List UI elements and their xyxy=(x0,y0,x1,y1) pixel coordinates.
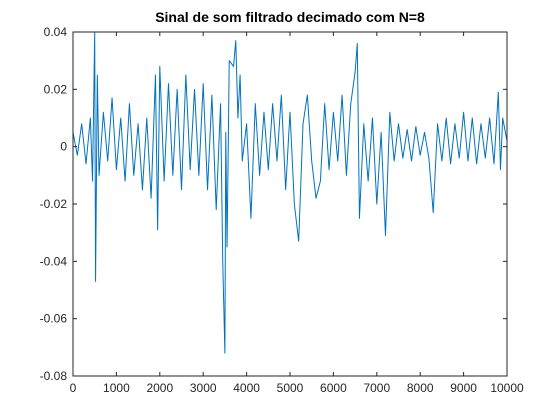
x-tick-label: 5000 xyxy=(277,381,304,395)
x-tick-label: 7000 xyxy=(363,381,390,395)
y-tick-label: 0.04 xyxy=(44,25,68,39)
x-tick-label: 10000 xyxy=(490,381,524,395)
x-tick-label: 1000 xyxy=(103,381,130,395)
x-tick-label: 3000 xyxy=(190,381,217,395)
plot-area xyxy=(72,31,508,354)
series-line-0 xyxy=(72,31,508,354)
y-tick-label: -0.02 xyxy=(40,197,68,211)
x-tick-label: 0 xyxy=(70,381,77,395)
y-axis: -0.08 -0.06 -0.04 -0.02 0 0.02 0.04 xyxy=(40,25,507,383)
x-tick-label: 6000 xyxy=(320,381,347,395)
y-tick-label: -0.04 xyxy=(40,254,68,268)
x-tick-label: 4000 xyxy=(233,381,260,395)
y-tick-label: -0.08 xyxy=(40,369,68,383)
x-tick-label: 2000 xyxy=(146,381,173,395)
x-tick-label: 8000 xyxy=(407,381,434,395)
y-tick-label: 0.02 xyxy=(44,82,68,96)
axes-box xyxy=(72,31,508,377)
y-tick-label: 0 xyxy=(60,140,67,154)
x-axis: 0 1000 2000 3000 4000 5000 6000 7000 8000 9000 100… xyxy=(70,32,524,395)
y-tick-label: -0.06 xyxy=(40,312,68,326)
chart-title: Sinal de som filtrado decimado com N=8 xyxy=(155,9,425,25)
x-tick-label: 9000 xyxy=(450,381,477,395)
